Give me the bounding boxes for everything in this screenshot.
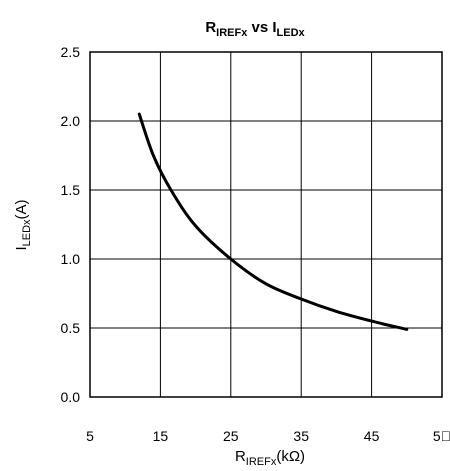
x-tick-label: 5 	[433, 428, 450, 444]
y-tick-label: 0.0	[61, 389, 81, 405]
chart-title: RIREFx vs ILEDx	[205, 19, 305, 39]
x-tick-label: 5	[86, 428, 94, 444]
y-tick-label: 1.0	[61, 251, 81, 267]
y-axis-label: ILEDx(A)	[13, 199, 33, 250]
y-tick-label: 1.5	[61, 182, 81, 198]
y-axis-ticks: 0.0 0.5 1.0 1.5 2.0 2.5	[61, 44, 81, 405]
plot-area-frame	[89, 51, 443, 398]
series-line	[137, 112, 409, 331]
x-tick-label: 45	[364, 428, 380, 444]
x-tick-label: 15	[153, 428, 169, 444]
grid	[89, 51, 443, 398]
x-tick-label: 25	[223, 428, 239, 444]
y-tick-label: 2.0	[61, 113, 81, 129]
x-axis-label: RIREFx(kΩ)	[235, 448, 305, 468]
y-tick-label: 0.5	[61, 320, 81, 336]
y-tick-label: 2.5	[61, 44, 81, 60]
x-tick-label: 35	[293, 428, 309, 444]
x-axis-ticks: 5 15 25 35 45 5 	[86, 428, 450, 444]
series-group	[137, 112, 409, 331]
